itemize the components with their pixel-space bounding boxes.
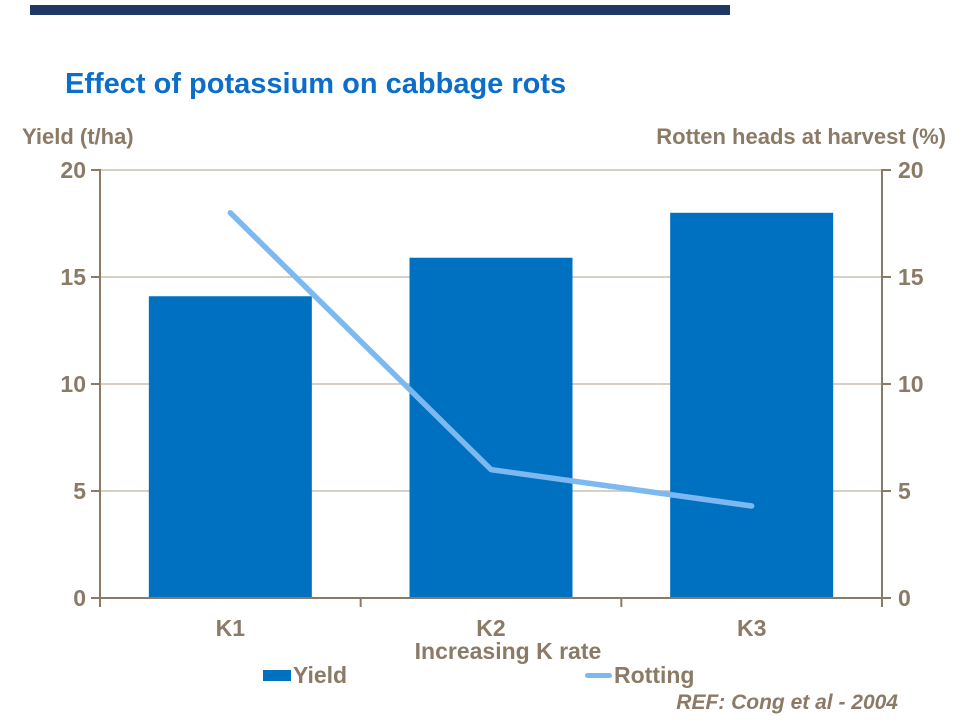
y-tick-label-right: 10: [898, 371, 924, 397]
bar-k2: [409, 257, 573, 598]
y-tick-label-right: 0: [898, 585, 911, 611]
legend-label-yield: Yield: [293, 662, 348, 688]
legend-label-rotting: Rotting: [614, 662, 695, 688]
rotting-swatch-icon: [585, 673, 612, 678]
top-accent-bar: [30, 5, 730, 15]
reference-note: REF: Cong et al - 2004: [676, 691, 898, 714]
slide-title: Effect of potassium on cabbage rots: [65, 68, 567, 100]
rotting-line: [227, 210, 755, 509]
y-tick-label-left: 0: [73, 585, 86, 611]
x-axis-label: Increasing K rate: [414, 638, 602, 664]
x-category-label: K2: [476, 615, 505, 641]
x-category-label: K3: [737, 615, 766, 641]
y-tick-label-left: 10: [60, 371, 86, 397]
y-tick-label-left: 20: [60, 157, 86, 183]
yield-swatch-icon: [263, 670, 291, 681]
x-category-label: K1: [216, 615, 246, 641]
left-axis-title: Yield (t/ha): [22, 124, 134, 149]
y-tick-label-right: 5: [898, 478, 911, 504]
right-axis-title: Rotten heads at harvest (%): [656, 124, 946, 149]
y-tick-label-right: 15: [898, 264, 924, 290]
y-tick-label-left: 5: [73, 478, 86, 504]
legend-item-rotting: Rotting: [585, 662, 694, 689]
y-tick-label-right: 20: [898, 157, 924, 183]
bar-k1: [148, 296, 312, 598]
bar-k3: [670, 212, 834, 599]
y-tick-label-left: 15: [60, 264, 86, 290]
legend-item-yield: Yield: [263, 662, 347, 689]
